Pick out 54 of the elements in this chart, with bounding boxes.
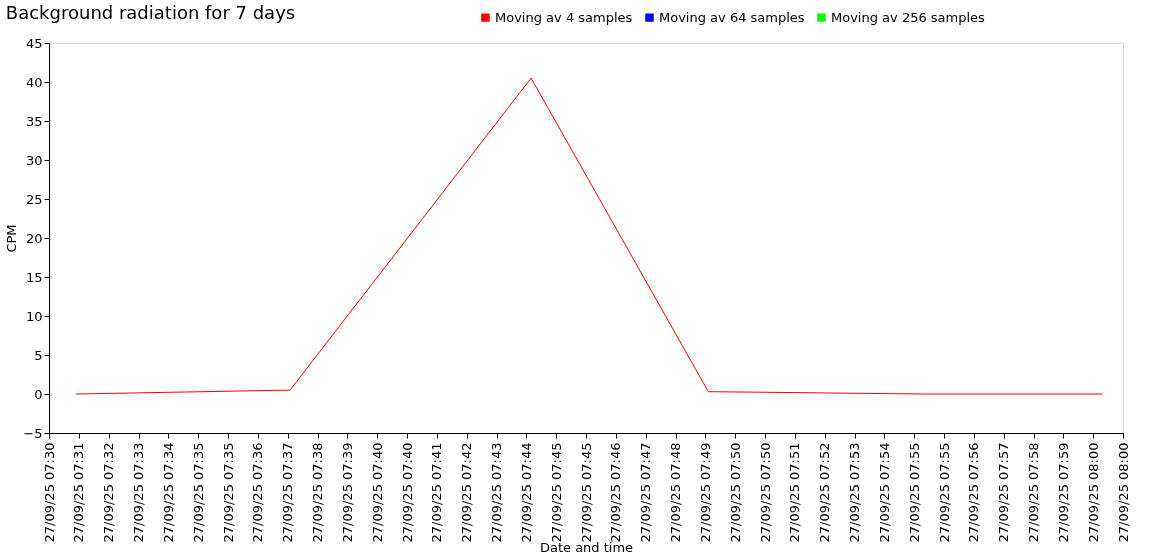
x-tick-label: 27/09/25 07:50 <box>757 442 773 543</box>
chart-title: Background radiation for 7 days <box>5 2 296 23</box>
y-axis-title: CPM <box>4 224 20 253</box>
legend-label: Moving av 64 samples <box>659 9 805 25</box>
x-tick-label: 27/09/25 07:43 <box>489 442 504 543</box>
x-tick-label: 27/09/25 08:00 <box>1085 442 1101 543</box>
legend-label: Moving av 256 samples <box>831 9 986 25</box>
y-tick-label: 5 <box>34 347 43 363</box>
x-tick-label: 27/09/25 07:40 <box>369 442 385 543</box>
x-tick-label: 27/09/25 07:48 <box>668 442 683 543</box>
x-tick-label: 27/09/25 07:56 <box>966 442 982 543</box>
x-axis-title: Date and time <box>539 540 634 556</box>
x-tick-label: 27/09/25 07:59 <box>1055 442 1071 543</box>
x-tick-label: 27/09/25 07:35 <box>190 442 206 543</box>
x-tick-label: 27/09/25 07:39 <box>339 442 355 543</box>
y-tick-label: 0 <box>34 386 43 402</box>
x-tick-label: 27/09/25 07:55 <box>906 442 922 543</box>
x-tick-label: 27/09/25 07:42 <box>459 442 475 543</box>
x-tick-label: 27/09/25 07:49 <box>697 442 713 543</box>
y-tick-label: 15 <box>25 269 43 285</box>
y-tick-label: 35 <box>25 113 43 129</box>
x-tick-label: 27/09/25 07:57 <box>996 442 1012 543</box>
x-tick-label: 27/09/25 07:34 <box>160 442 176 543</box>
x-tick-label: 27/09/25 07:33 <box>131 442 146 543</box>
y-tick-label: 30 <box>25 152 43 168</box>
x-tick-label: 27/09/25 07:55 <box>936 442 952 543</box>
x-tick-label: 27/09/25 07:40 <box>399 442 415 543</box>
y-tick-label: 40 <box>25 74 43 90</box>
x-tick-label: 27/09/25 07:37 <box>280 442 296 543</box>
y-tick-label: 25 <box>25 191 43 207</box>
x-tick-label: 27/09/25 07:47 <box>638 442 654 543</box>
x-tick-label: 27/09/25 07:46 <box>608 442 624 543</box>
x-tick-label: 27/09/25 07:50 <box>727 442 743 543</box>
y-tick-label: 45 <box>25 35 43 51</box>
y-tick-label: 20 <box>25 230 43 246</box>
x-tick-label: 27/09/25 07:45 <box>548 442 564 543</box>
x-tick-label: 27/09/25 07:31 <box>71 442 87 543</box>
x-tick-label: 27/09/25 07:36 <box>250 442 266 543</box>
x-tick-label: 27/09/25 07:30 <box>41 442 57 543</box>
legend-label: Moving av 4 samples <box>495 9 633 25</box>
x-tick-label: 27/09/25 08:00 <box>1115 442 1131 543</box>
x-tick-label: 27/09/25 07:45 <box>578 442 594 543</box>
x-tick-label: 27/09/25 07:53 <box>847 442 862 543</box>
y-tick-label: −5 <box>23 425 43 441</box>
x-tick-label: 27/09/25 07:58 <box>1026 442 1041 543</box>
x-tick-label: 27/09/25 07:44 <box>518 442 534 543</box>
x-tick-label: 27/09/25 07:35 <box>220 442 236 543</box>
x-tick-label: 27/09/25 07:38 <box>310 442 325 543</box>
x-tick-label: 27/09/25 07:54 <box>876 442 892 543</box>
x-tick-label: 27/09/25 07:52 <box>817 442 833 543</box>
x-tick-label: 27/09/25 07:51 <box>787 442 803 543</box>
y-tick-label: 10 <box>25 308 43 324</box>
x-tick-label: 27/09/25 07:41 <box>429 442 445 543</box>
x-tick-label: 27/09/25 07:32 <box>101 442 117 543</box>
